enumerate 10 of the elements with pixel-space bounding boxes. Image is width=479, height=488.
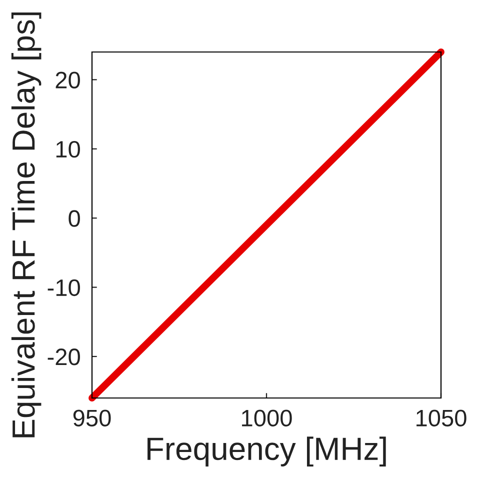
y-tick-label: -10 [48, 279, 80, 296]
x-tick-label: 1050 [416, 410, 466, 426]
x-tick-label: 1000 [242, 410, 292, 426]
y-tick-label: 0 [68, 210, 80, 227]
x-axis-title: Frequency [MHz] [148, 436, 386, 466]
y-axis-title: Equivalent RF Time Delay [ps] [11, 12, 42, 438]
x-tick-label: 950 [73, 410, 111, 426]
y-tick-label: 20 [56, 72, 80, 88]
y-tick-label: -20 [48, 348, 80, 366]
y-tick-label: 10 [56, 140, 80, 158]
